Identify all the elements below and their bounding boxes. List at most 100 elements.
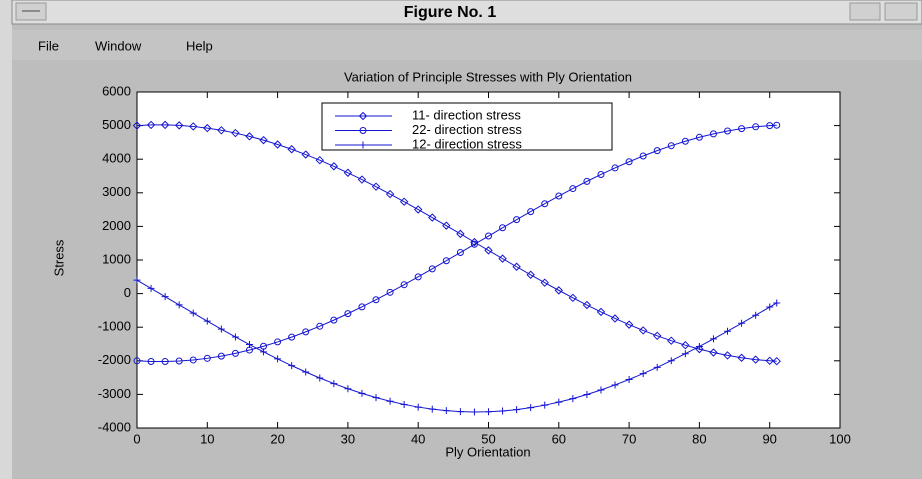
marker-circle xyxy=(217,352,225,360)
marker-plus xyxy=(428,405,436,413)
marker-diamond xyxy=(681,340,690,350)
marker-circle xyxy=(597,170,605,178)
marker-plus xyxy=(709,335,717,343)
marker-diamond xyxy=(217,126,226,135)
marker-circle xyxy=(555,192,563,200)
marker-diamond xyxy=(596,307,606,317)
x-tick-label: 70 xyxy=(622,431,636,446)
marker-diamond xyxy=(413,205,423,214)
marker-circle xyxy=(414,273,422,281)
y-tick-label: 2000 xyxy=(102,218,131,233)
marker-plus xyxy=(288,362,296,370)
marker-diamond xyxy=(512,262,521,271)
marker-circle xyxy=(667,142,675,150)
marker-diamond xyxy=(301,150,310,159)
maximize-button[interactable] xyxy=(884,2,918,21)
marker-plus xyxy=(513,406,521,414)
marker-plus xyxy=(133,276,141,284)
marker-diamond xyxy=(203,123,212,133)
marker-plus xyxy=(667,357,675,365)
marker-diamond xyxy=(653,331,662,341)
chart-title: Variation of Principle Stresses with Ply… xyxy=(344,69,632,84)
marker-plus xyxy=(625,375,633,383)
marker-plus xyxy=(217,325,225,333)
marker-plus xyxy=(766,303,774,311)
marker-diamond xyxy=(245,132,254,141)
marker-circle xyxy=(583,177,591,185)
x-tick-label: 0 xyxy=(133,431,140,446)
marker-diamond xyxy=(132,121,142,130)
marker-diamond xyxy=(160,120,170,130)
marker-circle xyxy=(738,125,746,133)
marker-circle xyxy=(316,322,324,330)
menu-file[interactable]: File xyxy=(38,38,59,53)
marker-diamond xyxy=(231,128,240,138)
marker-circle xyxy=(470,240,478,248)
marker-circle xyxy=(611,164,619,172)
x-tick-label: 40 xyxy=(411,431,425,446)
x-axis-label: Ply Orientation xyxy=(445,444,530,459)
marker-circle xyxy=(386,288,394,296)
marker-diamond xyxy=(357,175,367,184)
marker-circle xyxy=(442,257,450,265)
marker-plus xyxy=(260,348,268,356)
marker-circle xyxy=(358,303,366,311)
marker-circle xyxy=(133,357,141,365)
marker-diamond xyxy=(287,145,296,154)
x-tick-label: 20 xyxy=(270,431,284,446)
x-tick-label: 60 xyxy=(552,431,566,446)
marker-diamond xyxy=(456,229,465,239)
marker-circle xyxy=(527,208,535,216)
marker-diamond xyxy=(428,213,437,222)
marker-circle xyxy=(274,338,282,346)
x-tick-label: 10 xyxy=(200,431,214,446)
marker-diamond xyxy=(385,189,395,199)
legend-label: 22- direction stress xyxy=(412,122,522,137)
series-line xyxy=(136,124,777,362)
y-axis-label: Stress xyxy=(51,239,66,276)
marker-circle xyxy=(513,216,521,224)
marker-plus xyxy=(653,363,661,371)
y-tick-label: -1000 xyxy=(98,319,131,334)
marker-plus xyxy=(175,301,183,309)
marker-diamond xyxy=(582,300,592,310)
x-tick-label: 80 xyxy=(692,431,706,446)
marker-diamond xyxy=(273,140,282,149)
marker-plus xyxy=(569,395,577,403)
legend-marker xyxy=(358,111,368,121)
marker-circle xyxy=(189,356,197,364)
marker-diamond xyxy=(470,237,479,247)
y-tick-label: 1000 xyxy=(102,251,131,266)
marker-diamond xyxy=(174,121,184,130)
marker-diamond xyxy=(638,326,648,335)
marker-diamond xyxy=(498,254,507,263)
marker-circle xyxy=(485,232,492,240)
marker-diamond xyxy=(343,168,353,177)
x-tick-label: 90 xyxy=(762,431,776,446)
marker-circle xyxy=(625,158,633,166)
minimize-button[interactable] xyxy=(849,2,881,21)
marker-diamond xyxy=(751,355,760,364)
marker-circle xyxy=(302,328,310,336)
marker-diamond xyxy=(624,320,634,329)
marker-diamond xyxy=(667,336,676,345)
marker-plus xyxy=(470,408,478,416)
menu-help[interactable]: Help xyxy=(186,38,213,53)
marker-diamond xyxy=(772,356,781,366)
marker-plus xyxy=(583,391,591,399)
marker-diamond xyxy=(146,120,156,130)
marker-plus xyxy=(442,407,450,415)
marker-plus xyxy=(681,350,689,358)
x-tick-label: 30 xyxy=(341,431,355,446)
marker-diamond xyxy=(484,246,493,255)
legend-marker xyxy=(359,141,367,149)
menu-window[interactable]: Window xyxy=(95,38,142,53)
y-tick-label: 4000 xyxy=(102,151,131,166)
marker-plus xyxy=(414,403,422,411)
marker-plus xyxy=(203,317,211,325)
title-bar xyxy=(11,0,922,25)
marker-circle xyxy=(499,224,507,232)
marker-plus xyxy=(147,284,155,292)
marker-diamond xyxy=(189,122,198,131)
marker-circle xyxy=(456,249,464,257)
